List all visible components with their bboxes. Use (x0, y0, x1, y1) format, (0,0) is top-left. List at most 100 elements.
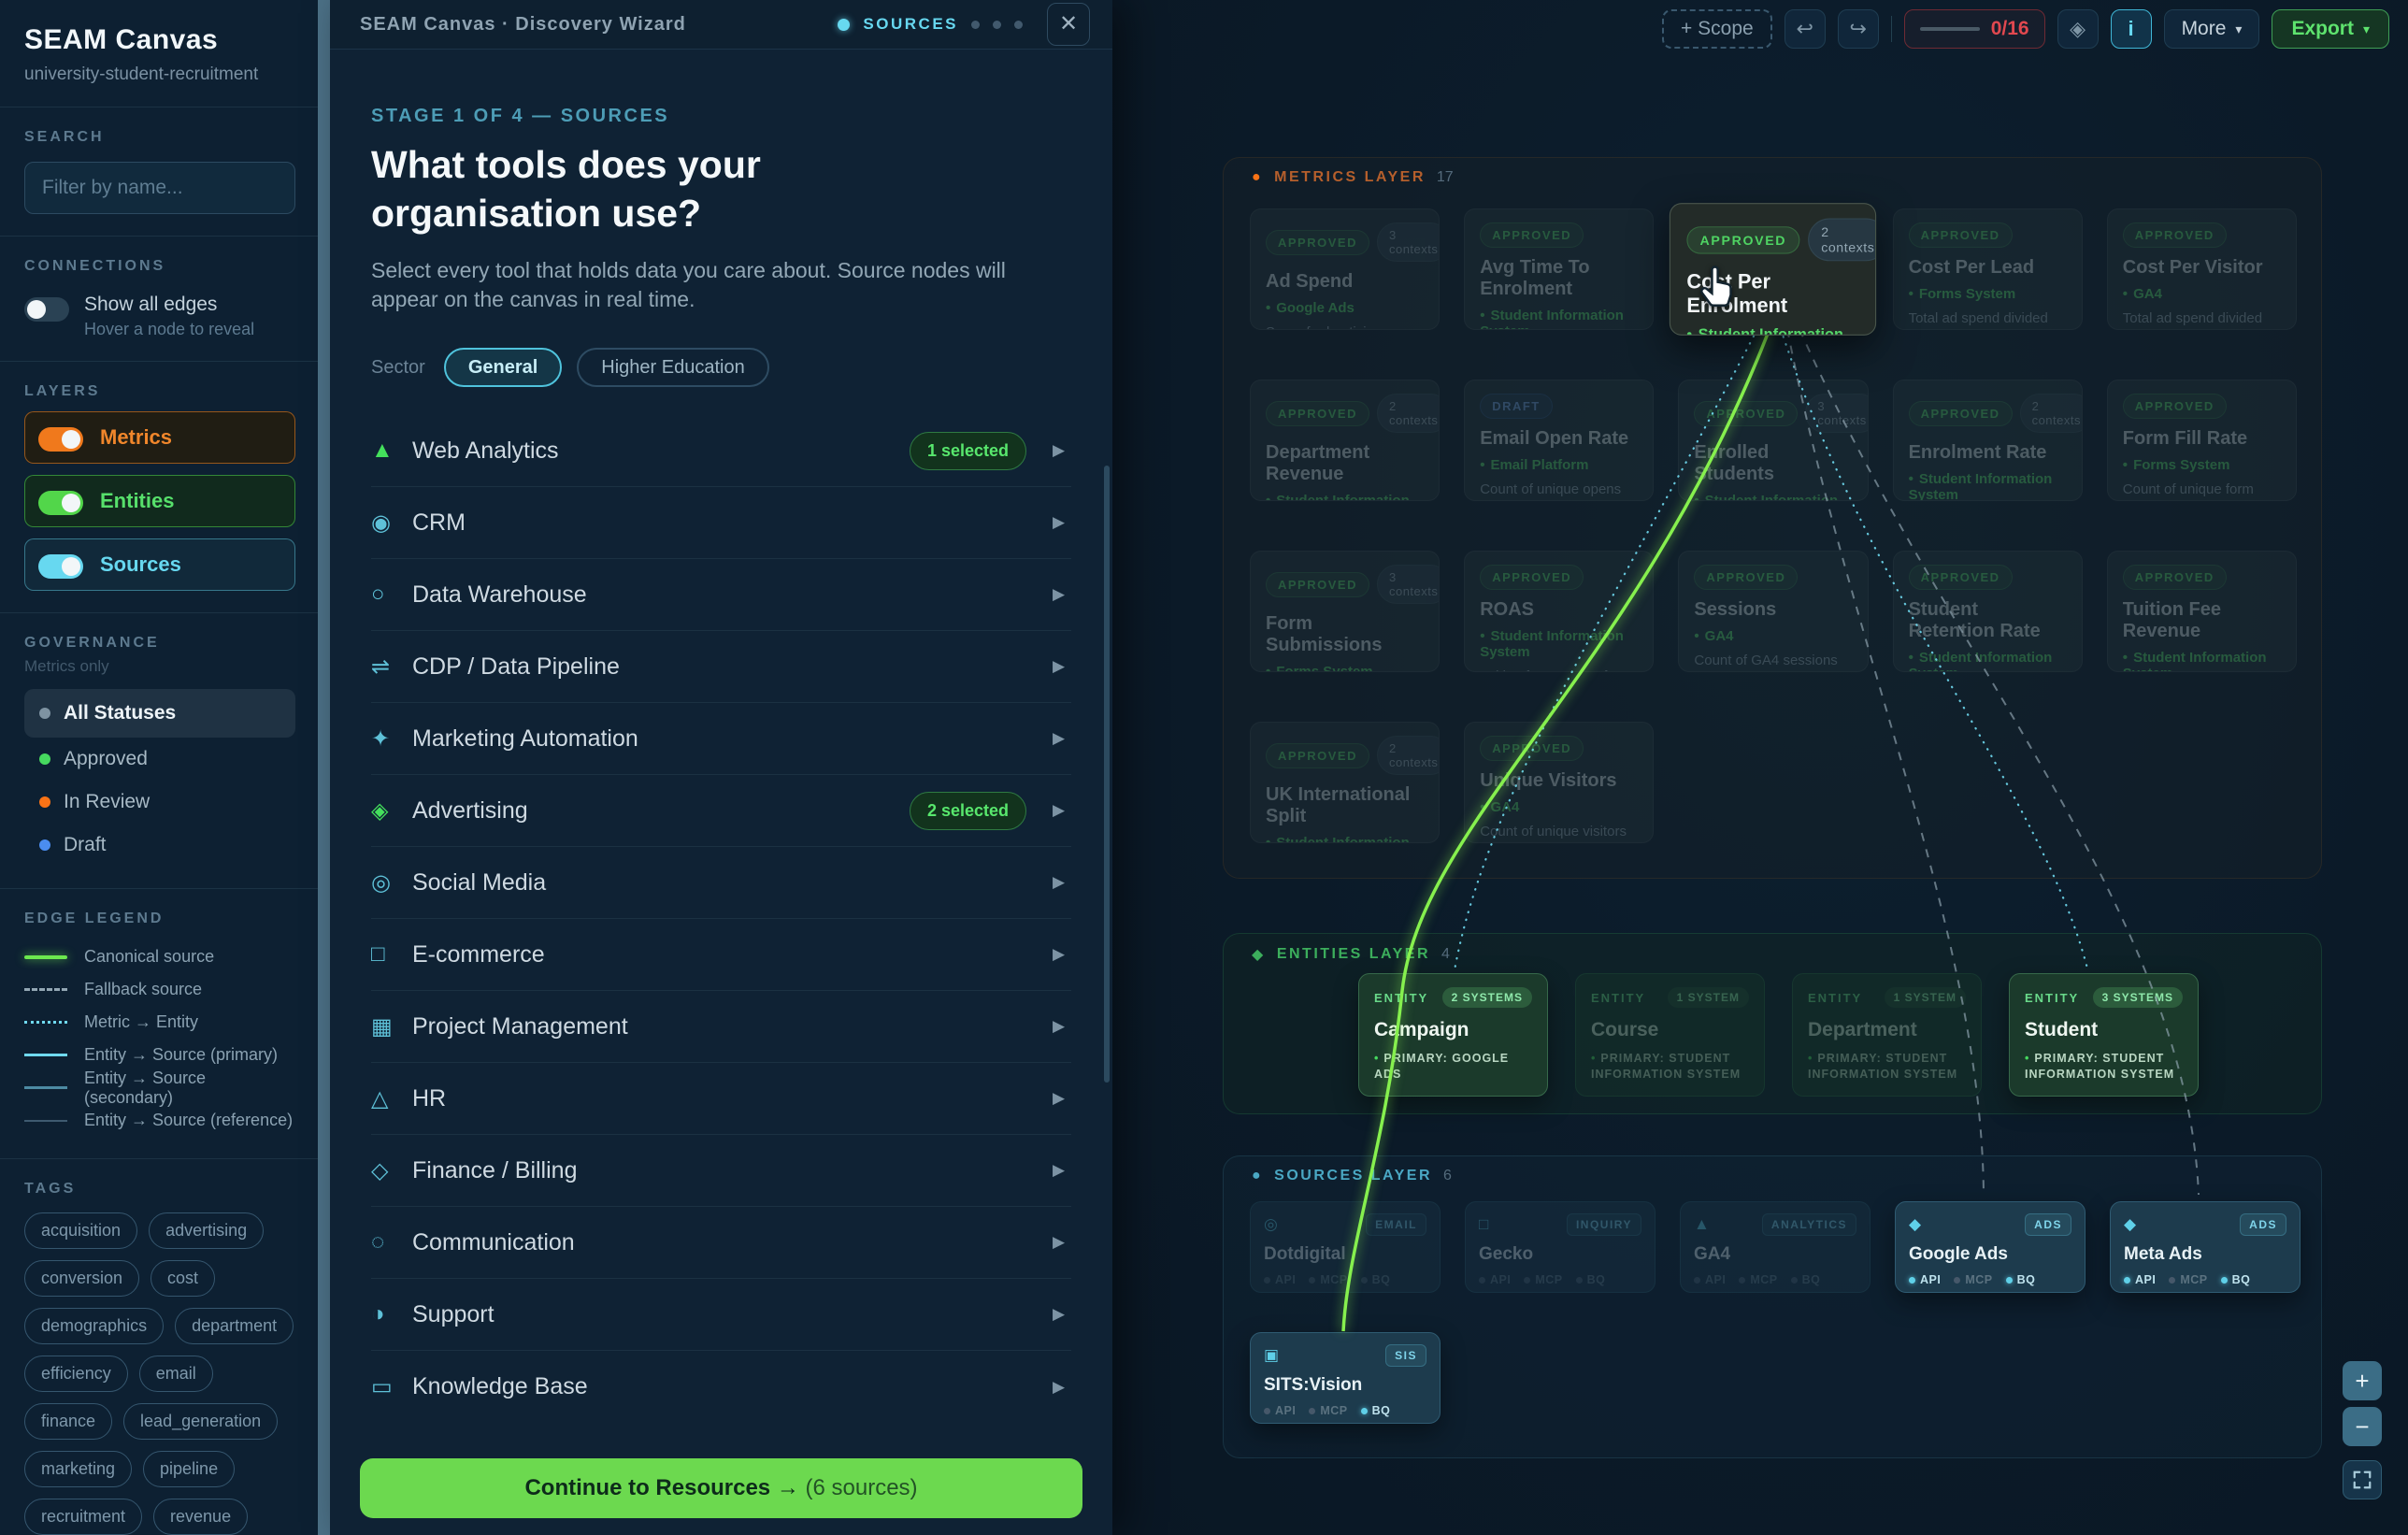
status-filter[interactable]: Approved (24, 738, 295, 781)
status-filter[interactable]: In Review (24, 781, 295, 824)
category-row[interactable]: ○ Data Warehouse ▶ (371, 559, 1071, 631)
chevron-right-icon[interactable]: ▶ (1053, 1017, 1066, 1035)
category-row[interactable]: □ E-commerce ▶ (371, 919, 1071, 991)
undo-button[interactable]: ↩ (1784, 9, 1826, 49)
metric-card[interactable]: APPROVED ROAS • Student Information Syste… (1464, 551, 1655, 672)
source-card[interactable]: ◎ EMAIL Dotdigital API MCP BQ (1250, 1201, 1440, 1293)
tag-chip[interactable]: advertising (149, 1212, 265, 1249)
category-row[interactable]: ◌ Communication ▶ (371, 1207, 1071, 1279)
fullscreen-button[interactable] (2343, 1460, 2382, 1499)
metric-card[interactable]: APPROVED Unique Visitors • GA4 Count of u… (1464, 722, 1655, 843)
sector-pill-button[interactable]: General (443, 348, 563, 387)
add-scope-button[interactable]: + Scope (1662, 9, 1772, 49)
status-filter[interactable]: All Statuses (24, 689, 295, 738)
export-button[interactable]: Export ▾ (2272, 9, 2389, 49)
chevron-right-icon[interactable]: ▶ (1053, 1377, 1066, 1396)
category-row[interactable]: ◉ CRM ▶ (371, 487, 1071, 559)
category-row[interactable]: ⇌ CDP / Data Pipeline ▶ (371, 631, 1071, 703)
metric-card[interactable]: APPROVED Tuition Fee Revenue • Student In… (2106, 551, 2297, 672)
status-filter[interactable]: Draft (24, 824, 295, 867)
metric-card[interactable]: APPROVED 2 contexts Department Revenue •… (1250, 380, 1440, 501)
show-all-edges-toggle[interactable]: Show all edges Hover a node to reveal (24, 294, 295, 339)
category-row[interactable]: ◑ Support ▶ (371, 1279, 1071, 1351)
source-card[interactable]: ◆ ADS Google Ads API MCP BQ (1895, 1201, 2086, 1293)
metric-card[interactable]: APPROVED Form Fill Rate • Forms System Co… (2106, 380, 2297, 501)
tag-chip[interactable]: department (175, 1308, 294, 1344)
tag-chip[interactable]: demographics (24, 1308, 165, 1344)
metric-card[interactable]: APPROVED 2 contexts UK International Spl… (1250, 722, 1440, 843)
continue-button[interactable]: Continue to Resources → (6 sources) (360, 1458, 1082, 1518)
wizard-scrollbar[interactable] (1104, 466, 1110, 1083)
focus-diamond-button[interactable]: ◈ (2057, 9, 2099, 49)
more-menu-button[interactable]: More ▾ (2163, 9, 2260, 49)
metric-card[interactable]: APPROVED Sessions • GA4 Count of GA4 sess… (1678, 551, 1869, 672)
sector-pill-button[interactable]: Higher Education (577, 348, 769, 387)
search-input[interactable] (24, 162, 295, 214)
entity-card[interactable]: ENTITY 3 SYSTEMS Student • PRIMARY: STUDE… (2009, 973, 2199, 1097)
chevron-right-icon[interactable]: ▶ (1053, 513, 1066, 531)
metric-card[interactable]: APPROVED Student Retention Rate • Student… (1892, 551, 2083, 672)
toggle-switch-icon[interactable] (38, 554, 83, 579)
source-card[interactable]: ▲ ANALYTICS GA4 API MCP BQ (1680, 1201, 1870, 1293)
chevron-right-icon[interactable]: ▶ (1053, 657, 1066, 675)
tag-chip[interactable]: pipeline (143, 1451, 236, 1487)
sidebar-scrollbar[interactable] (318, 0, 330, 1535)
redo-button[interactable]: ↪ (1837, 9, 1879, 49)
info-button[interactable]: i (2110, 9, 2152, 49)
source-card[interactable]: ◆ ADS Meta Ads API MCP BQ (2110, 1201, 2300, 1293)
tag-chip[interactable]: revenue (153, 1499, 249, 1535)
metric-card[interactable]: DRAFT Email Open Rate • Email Platform Co… (1464, 380, 1655, 501)
toggle-switch-icon[interactable] (38, 491, 83, 515)
chevron-right-icon[interactable]: ▶ (1053, 1305, 1066, 1323)
chevron-right-icon[interactable]: ▶ (1053, 801, 1066, 819)
entity-card[interactable]: ENTITY 1 SYSTEM Department • PRIMARY: STU… (1792, 973, 1982, 1097)
canvas[interactable]: + Scope ↩ ↪ 0/16 ◈ i More ▾ Export ▾ ● (1112, 0, 2408, 1535)
category-row[interactable]: ◎ Social Media ▶ (371, 847, 1071, 919)
source-card[interactable]: □ INQUIRY Gecko API MCP BQ (1465, 1201, 1656, 1293)
tag-chip[interactable]: efficiency (24, 1356, 128, 1392)
toggle-switch-icon[interactable] (24, 297, 69, 322)
close-wizard-button[interactable]: ✕ (1047, 3, 1090, 46)
tag-chip[interactable]: finance (24, 1403, 113, 1440)
chevron-right-icon[interactable]: ▶ (1053, 1233, 1066, 1251)
metric-card[interactable]: APPROVED 2 contexts Enrolment Rate • Stud… (1892, 380, 2083, 501)
toggle-switch-icon[interactable] (38, 427, 83, 452)
source-card[interactable]: ▣ SIS SITS:Vision API MCP BQ (1250, 1332, 1440, 1424)
tag-chip[interactable]: acquisition (24, 1212, 138, 1249)
category-row[interactable]: ◈ Advertising 2 selected ▶ (371, 775, 1071, 847)
chevron-right-icon[interactable]: ▶ (1053, 729, 1066, 747)
metric-card[interactable]: APPROVED 3 contexts Form Submissions • Fo… (1250, 551, 1440, 672)
entity-card[interactable]: ENTITY 1 SYSTEM Course • PRIMARY: STUDENT… (1575, 973, 1765, 1097)
category-row[interactable]: △ HR ▶ (371, 1063, 1071, 1135)
metric-card[interactable]: APPROVED Avg Time To Enrolment • Student … (1464, 208, 1655, 330)
chevron-right-icon[interactable]: ▶ (1053, 441, 1066, 459)
metric-card[interactable]: APPROVED 2 contexts Cost Per Enrolment •… (1670, 203, 1877, 336)
tag-chip[interactable]: email (138, 1356, 213, 1392)
zoom-in-button[interactable]: + (2343, 1361, 2382, 1400)
category-row[interactable]: ▲ Web Analytics 1 selected ▶ (371, 415, 1071, 487)
layer-toggle[interactable]: Sources (24, 538, 295, 591)
chevron-right-icon[interactable]: ▶ (1053, 1161, 1066, 1179)
metric-card[interactable]: APPROVED Cost Per Visitor • GA4 Total ad … (2106, 208, 2297, 330)
category-row[interactable]: ◇ Finance / Billing ▶ (371, 1135, 1071, 1207)
category-row[interactable]: ✦ Marketing Automation ▶ (371, 703, 1071, 775)
metric-card[interactable]: APPROVED Cost Per Lead • Forms System Tot… (1892, 208, 2083, 330)
layer-toggle[interactable]: Entities (24, 475, 295, 527)
chevron-right-icon[interactable]: ▶ (1053, 585, 1066, 603)
tag-chip[interactable]: marketing (24, 1451, 133, 1487)
zoom-out-button[interactable]: − (2343, 1407, 2382, 1446)
layer-toggle[interactable]: Metrics (24, 411, 295, 464)
metric-card[interactable]: APPROVED 3 contexts Ad Spend • Google Ads… (1250, 208, 1440, 330)
category-row[interactable]: ▭ Knowledge Base ▶ (371, 1351, 1071, 1423)
category-row[interactable]: ▦ Project Management ▶ (371, 991, 1071, 1063)
chevron-right-icon[interactable]: ▶ (1053, 945, 1066, 963)
metric-card[interactable]: APPROVED 3 contexts Enrolled Students • S… (1678, 380, 1869, 501)
entity-card[interactable]: ENTITY 2 SYSTEMS Campaign • PRIMARY: GOOG… (1358, 973, 1548, 1097)
tag-chip[interactable]: cost (150, 1260, 216, 1297)
tag-chip[interactable]: conversion (24, 1260, 140, 1297)
tag-chip[interactable]: lead_generation (123, 1403, 279, 1440)
legend-item: Entity → Source (reference) (24, 1104, 295, 1137)
chevron-right-icon[interactable]: ▶ (1053, 873, 1066, 891)
tag-chip[interactable]: recruitment (24, 1499, 143, 1535)
chevron-right-icon[interactable]: ▶ (1053, 1089, 1066, 1107)
